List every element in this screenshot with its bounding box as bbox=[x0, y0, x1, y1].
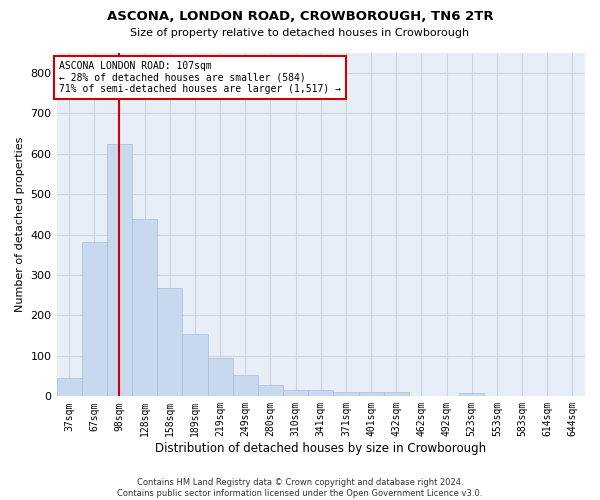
Bar bbox=[157, 288, 182, 397]
Text: Contains HM Land Registry data © Crown copyright and database right 2024.
Contai: Contains HM Land Registry data © Crown c… bbox=[118, 478, 482, 498]
Bar bbox=[258, 385, 283, 396]
Bar bbox=[56, 378, 82, 396]
Bar bbox=[283, 390, 308, 396]
Bar bbox=[359, 392, 383, 396]
Bar bbox=[182, 334, 208, 396]
Bar bbox=[107, 144, 132, 396]
Text: ASCONA LONDON ROAD: 107sqm
← 28% of detached houses are smaller (584)
71% of sem: ASCONA LONDON ROAD: 107sqm ← 28% of deta… bbox=[59, 61, 341, 94]
Bar bbox=[308, 390, 334, 396]
Text: Size of property relative to detached houses in Crowborough: Size of property relative to detached ho… bbox=[130, 28, 470, 38]
Bar bbox=[208, 358, 233, 397]
Bar bbox=[233, 376, 258, 396]
Text: ASCONA, LONDON ROAD, CROWBOROUGH, TN6 2TR: ASCONA, LONDON ROAD, CROWBOROUGH, TN6 2T… bbox=[107, 10, 493, 23]
Bar bbox=[334, 392, 359, 396]
Y-axis label: Number of detached properties: Number of detached properties bbox=[15, 136, 25, 312]
Bar bbox=[82, 242, 107, 396]
X-axis label: Distribution of detached houses by size in Crowborough: Distribution of detached houses by size … bbox=[155, 442, 487, 455]
Bar bbox=[132, 219, 157, 396]
Bar bbox=[383, 392, 409, 396]
Bar bbox=[459, 393, 484, 396]
